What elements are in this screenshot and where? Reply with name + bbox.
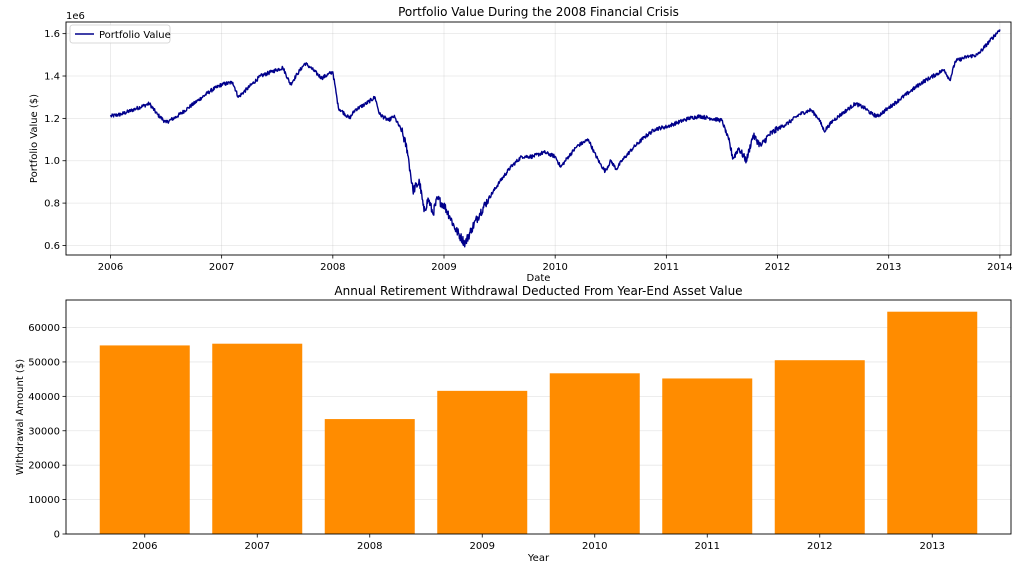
line-chart-frame xyxy=(65,21,1012,256)
x-tick-label-2008: 2008 xyxy=(320,262,345,273)
bar-2006 xyxy=(99,345,190,534)
bar-chart-y-label: Withdrawal Amount ($) xyxy=(15,359,26,475)
bar-chart-x-ticks: 2006 2007 2008 2009 2010 2011 2012 2013 xyxy=(132,534,945,552)
line-chart-x-ticks: 2006 2007 2008 2009 2010 2011 2012 2013 2014 xyxy=(98,255,1013,273)
line-chart-series xyxy=(109,29,1001,248)
bar-2011 xyxy=(662,378,753,534)
x-tick-label-2011: 2011 xyxy=(654,262,679,273)
bar-y-tick-label-5: 50000 xyxy=(28,357,60,368)
y-tick-label-5: 1.6 xyxy=(44,29,60,40)
line-chart-x-label: Date xyxy=(527,273,551,284)
portfolio-value-line xyxy=(109,29,1001,248)
line-chart-grid xyxy=(66,22,1011,255)
y-tick-label-4: 1.4 xyxy=(44,72,60,83)
x-tick-label-2007: 2007 xyxy=(209,262,234,273)
legend-label-portfolio-value: Portfolio Value xyxy=(99,30,171,41)
x-tick-label-2013: 2013 xyxy=(876,262,901,273)
bar-chart-x-label: Year xyxy=(527,553,550,564)
line-chart-offset-label: 1e6 xyxy=(66,11,85,22)
y-tick-label-1: 0.8 xyxy=(44,199,60,210)
bar-chart-title: Annual Retirement Withdrawal Deducted Fr… xyxy=(334,284,742,298)
bar-y-tick-label-3: 30000 xyxy=(28,426,60,437)
bar-x-tick-label-2009: 2009 xyxy=(470,541,495,552)
withdrawal-bar-chart: 2006 2007 2008 2009 2010 2011 2012 2013 0 10000 2… xyxy=(15,284,1012,564)
bar-y-tick-label-0: 0 xyxy=(54,530,60,541)
x-tick-label-2010: 2010 xyxy=(542,262,567,273)
bar-2013 xyxy=(887,311,978,534)
y-tick-label-2: 1.0 xyxy=(44,156,60,167)
bar-x-tick-label-2012: 2012 xyxy=(807,541,832,552)
bar-x-tick-label-2013: 2013 xyxy=(920,541,945,552)
bar-y-tick-label-6: 60000 xyxy=(28,323,60,334)
bar-2012 xyxy=(774,360,865,534)
portfolio-line-chart: 2006 2007 2008 2009 2010 2011 2012 2013 2014 0.6… xyxy=(29,5,1013,284)
bar-x-tick-label-2011: 2011 xyxy=(695,541,720,552)
bar-x-tick-label-2008: 2008 xyxy=(357,541,382,552)
line-chart-legend: Portfolio Value xyxy=(69,24,171,44)
x-tick-label-2012: 2012 xyxy=(765,262,790,273)
y-tick-label-0: 0.6 xyxy=(44,241,60,252)
bar-y-tick-label-4: 40000 xyxy=(28,392,60,403)
bar-x-tick-label-2007: 2007 xyxy=(245,541,270,552)
x-tick-label-2006: 2006 xyxy=(98,262,123,273)
bar-chart-frame xyxy=(65,299,1012,535)
bar-2009 xyxy=(437,390,528,534)
bar-y-tick-label-1: 10000 xyxy=(28,495,60,506)
bar-y-tick-label-2: 20000 xyxy=(28,461,60,472)
bar-chart-y-ticks: 0 10000 20000 30000 40000 50000 60000 xyxy=(28,323,66,541)
line-chart-y-label: Portfolio Value ($) xyxy=(29,94,40,183)
legend-box xyxy=(69,24,171,44)
line-chart-y-ticks: 0.6 0.8 1.0 1.2 1.4 1.6 xyxy=(44,29,66,252)
bar-2007 xyxy=(212,343,303,534)
x-tick-label-2014: 2014 xyxy=(987,262,1012,273)
bar-chart-bars xyxy=(99,311,978,534)
bar-2010 xyxy=(549,373,640,534)
bar-2008 xyxy=(324,419,415,534)
bar-x-tick-label-2010: 2010 xyxy=(582,541,607,552)
bar-x-tick-label-2006: 2006 xyxy=(132,541,157,552)
x-tick-label-2009: 2009 xyxy=(431,262,456,273)
line-chart-title: Portfolio Value During the 2008 Financia… xyxy=(398,5,679,19)
y-tick-label-3: 1.2 xyxy=(44,114,60,125)
